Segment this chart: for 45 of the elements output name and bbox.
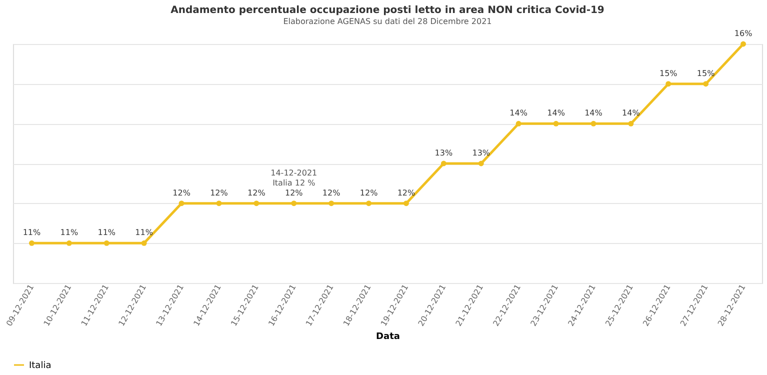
point [590,120,596,126]
point [366,200,372,206]
point [66,240,72,246]
data-label: 13% [472,148,490,158]
point [666,81,672,87]
data-label: 12% [322,188,341,198]
data-label: 14% [547,108,566,118]
data-label: 14% [622,108,640,118]
point [628,120,634,126]
data-label: 12% [210,188,228,198]
data-label: 11% [22,228,42,238]
point [141,240,147,246]
data-label: 15% [659,68,678,78]
data-label: 12% [360,188,378,198]
point [254,200,260,206]
data-label: 12% [397,188,416,198]
point [328,200,334,206]
data-label: 11% [98,228,116,238]
point [440,160,446,166]
data-label: 11% [135,228,154,238]
point [104,240,110,246]
point [740,41,746,47]
point [216,200,222,206]
point [478,160,484,166]
point [28,240,34,246]
data-label: 14% [510,108,528,118]
data-label: 13% [434,148,453,158]
data-label: 12% [248,188,266,198]
data-label: 12% [172,188,191,198]
chart-title: Andamento percentuale occupazione posti letto in area NON critica Covid-19 [170,5,604,16]
data-label: 16% [734,29,753,38]
point [516,120,522,126]
legend-label: Italia [29,361,52,371]
x-axis-title: Data [376,332,400,342]
annotation: 14-12-2021 Italia 12 % [270,168,318,188]
data-label: 15% [696,68,716,78]
chart-subtitle: Elaborazione AGENAS su dati del 28 Dicembre 2021 [283,17,492,26]
point [553,120,559,126]
point [403,200,409,206]
point [178,200,184,206]
point [703,81,709,87]
data-label: 12% [284,188,304,198]
point [291,200,297,206]
data-label: 14% [584,108,603,118]
data-label: 11% [60,228,78,238]
